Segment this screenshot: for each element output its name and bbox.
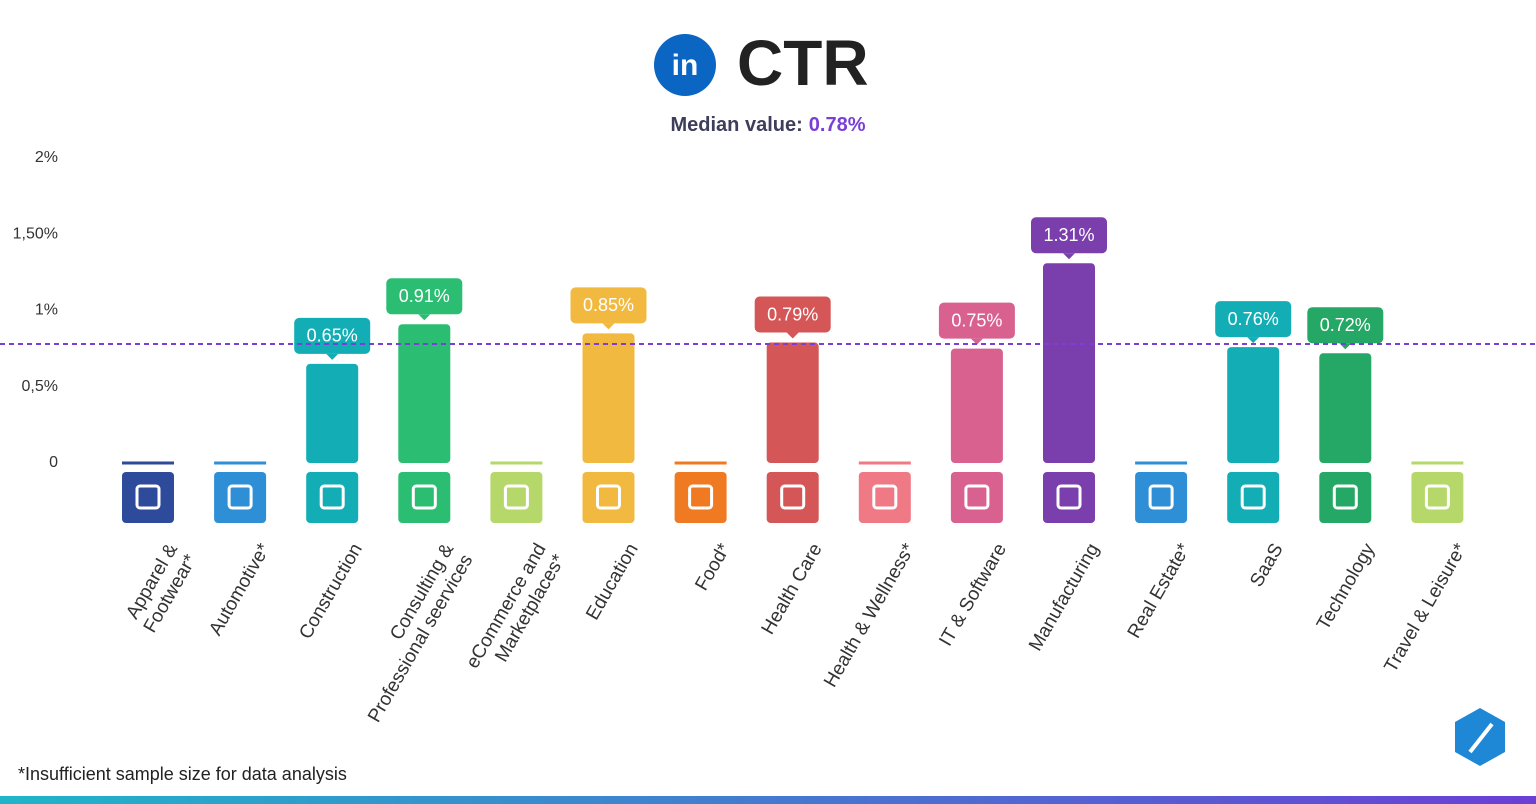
icon-tile <box>398 472 451 523</box>
brand-logo-mark <box>1468 722 1494 754</box>
bar <box>582 333 635 463</box>
icon-glyph <box>780 484 806 510</box>
value-label: 0.72% <box>1320 315 1371 335</box>
value-label: 0.75% <box>951 310 1002 330</box>
y-tick-label: 2% <box>35 149 58 166</box>
icon-tile <box>1043 472 1095 523</box>
bar <box>950 348 1003 463</box>
bar <box>306 363 359 463</box>
value-label: 0.76% <box>1228 309 1279 329</box>
value-label-pointer <box>970 338 983 345</box>
icon-glyph <box>319 484 345 510</box>
icon-tile <box>766 472 819 523</box>
value-label: 0.85% <box>583 295 634 315</box>
icon-glyph <box>1148 484 1174 510</box>
footnote: *Insufficient sample size for data analy… <box>18 764 347 784</box>
value-label: 1.31% <box>1043 225 1094 245</box>
chart-title: CTR <box>737 27 869 99</box>
icon-tile <box>306 472 359 523</box>
logo-text: in <box>672 49 699 82</box>
icon-glyph <box>503 484 529 510</box>
value-label-pointer <box>326 353 339 360</box>
icon-glyph <box>227 484 253 510</box>
icon-tile <box>490 472 543 523</box>
icon-glyph <box>1424 484 1450 510</box>
icon-tile <box>582 472 635 523</box>
icon-glyph <box>688 484 714 510</box>
bar <box>1319 353 1372 463</box>
bar <box>1227 347 1280 463</box>
icon-glyph <box>411 484 437 510</box>
bar <box>398 324 451 463</box>
value-label-box <box>1031 217 1107 254</box>
value-label-pointer <box>418 314 431 321</box>
icon-glyph <box>596 484 621 510</box>
value-label-box <box>754 296 831 333</box>
icon-tile <box>674 472 727 523</box>
icon-glyph <box>1332 484 1358 510</box>
bottom-strip <box>0 796 1536 804</box>
value-label-box <box>938 302 1015 339</box>
bar <box>766 342 819 463</box>
icon-tile <box>1227 472 1280 523</box>
value-label-pointer <box>786 332 799 339</box>
bar <box>1043 263 1095 463</box>
icon-glyph <box>135 484 161 510</box>
icon-tile <box>1319 472 1372 523</box>
icon-tile <box>214 472 267 523</box>
value-label-box <box>1215 301 1292 338</box>
icon-glyph <box>872 484 898 510</box>
value-label-pointer <box>1247 337 1260 344</box>
logo <box>654 34 716 96</box>
icon-tile <box>1411 472 1464 523</box>
value-label-pointer <box>1063 253 1075 260</box>
value-label: 0.79% <box>767 304 818 324</box>
y-tick-label: 1% <box>35 302 58 319</box>
median-annotation: Median value: 0.78% <box>671 114 866 136</box>
median-label: Median value: <box>671 114 803 136</box>
median-value: 0.78% <box>809 114 866 136</box>
value-label-box <box>1307 307 1384 344</box>
y-tick-label: 1,50% <box>13 225 58 242</box>
value-label-box <box>570 287 647 324</box>
icon-glyph <box>1240 484 1266 510</box>
value-label-box <box>386 278 463 315</box>
y-tick-label: 0,5% <box>22 378 58 395</box>
icon-tile <box>950 472 1003 523</box>
value-label-pointer <box>602 323 615 330</box>
icon-tile <box>122 472 174 523</box>
icon-tile <box>1135 472 1188 523</box>
value-label: 0.65% <box>307 326 358 346</box>
icon-glyph <box>1056 484 1082 510</box>
y-tick-label: 0 <box>49 454 58 471</box>
value-label: 0.91% <box>399 286 450 306</box>
icon-tile <box>858 472 911 523</box>
icon-glyph <box>964 484 990 510</box>
